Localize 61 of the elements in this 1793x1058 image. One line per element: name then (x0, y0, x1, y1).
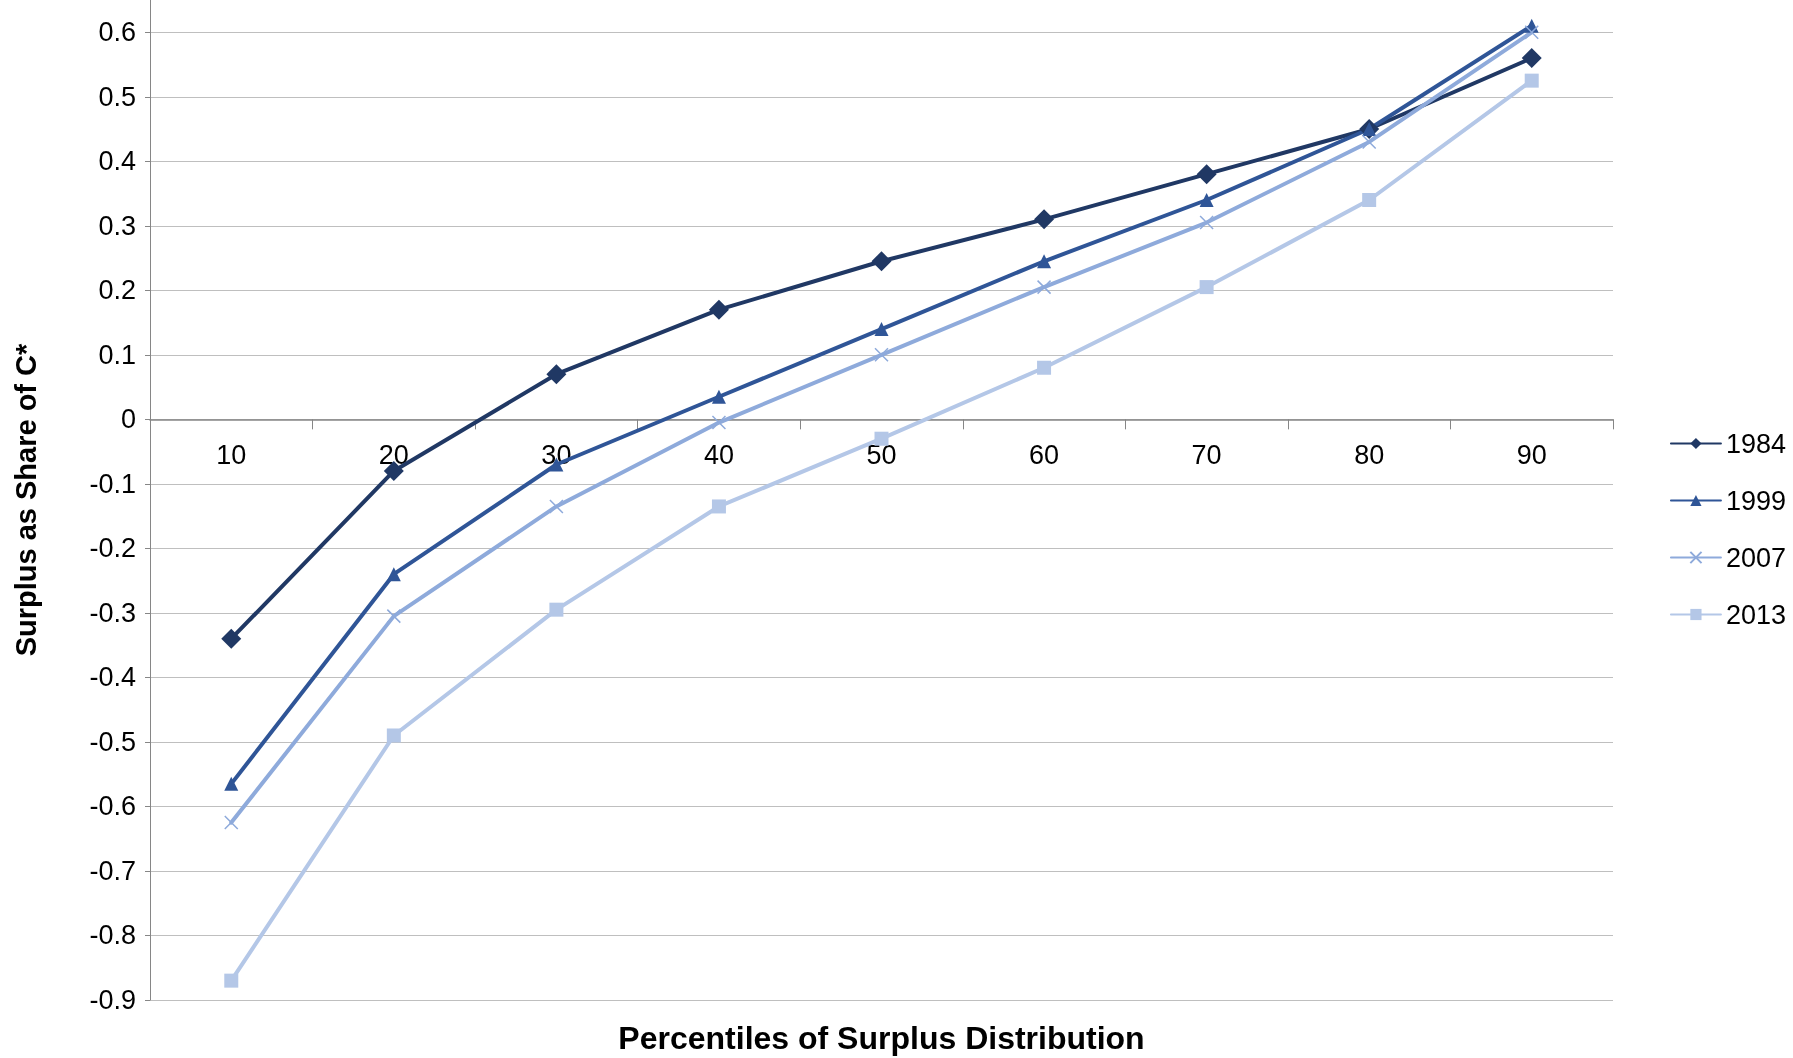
y-tick-label: -0.1 (89, 468, 136, 499)
y-tick-label: 0.6 (98, 17, 136, 48)
point (1037, 254, 1052, 269)
point (1199, 280, 1214, 295)
point (1362, 193, 1377, 207)
legend-label: 1984 (1725, 428, 1787, 459)
y-tick-label: 0.5 (98, 81, 136, 112)
y-tick-label: 0 (120, 404, 136, 435)
legend-label: 2007 (1725, 542, 1787, 573)
point (1034, 209, 1055, 230)
point (224, 973, 239, 988)
point (711, 389, 726, 404)
y-tick-label: -0.4 (89, 662, 136, 693)
point (386, 728, 401, 743)
point (711, 415, 727, 430)
point (1521, 48, 1542, 69)
x-axis-title: Percentiles of Surplus Distribution (618, 1020, 1145, 1056)
y-tick-label: 0.2 (98, 275, 136, 306)
point (549, 602, 564, 617)
y-tick-label: 0.4 (98, 146, 136, 177)
point (221, 628, 242, 649)
point (1036, 279, 1052, 295)
x-tick-label: 10 (216, 439, 247, 470)
point (386, 567, 401, 582)
point (224, 776, 239, 791)
y-tick-label: 0.3 (98, 210, 136, 241)
y-tick-label: -0.5 (89, 726, 136, 757)
y-tick-label: -0.9 (89, 985, 136, 1015)
x-tick-label: 90 (1516, 439, 1547, 470)
y-tick-label: -0.7 (89, 855, 136, 886)
point (546, 364, 567, 385)
point (1361, 134, 1377, 150)
x-tick-label: 50 (866, 439, 897, 470)
y-axis-title: Surplus as Share of C* (9, 342, 42, 657)
x-tick-label: 40 (703, 439, 734, 470)
y-tick-label: -0.6 (89, 791, 136, 822)
point (386, 608, 402, 624)
point (1037, 360, 1052, 375)
legend-label: 2013 (1725, 599, 1787, 630)
point (1199, 193, 1214, 207)
y-tick-label: -0.8 (89, 920, 136, 951)
point (549, 499, 564, 514)
y-tick-label: -0.3 (89, 597, 136, 628)
point (874, 322, 889, 337)
point (871, 251, 892, 272)
point (711, 499, 726, 514)
point (1199, 215, 1214, 230)
point (874, 347, 889, 363)
x-tick-label: 70 (1191, 439, 1222, 470)
point (1524, 73, 1539, 88)
y-tick-label: 0.1 (98, 339, 136, 370)
x-tick-label: 20 (378, 439, 409, 470)
point (874, 431, 889, 446)
legend-label: 1999 (1725, 485, 1787, 516)
point (1524, 25, 1539, 40)
x-tick-label: 60 (1029, 439, 1060, 470)
point (1196, 164, 1217, 185)
x-tick-label: 80 (1354, 439, 1385, 470)
point (224, 815, 239, 830)
point (708, 299, 729, 320)
y-tick-label: -0.2 (89, 533, 136, 564)
